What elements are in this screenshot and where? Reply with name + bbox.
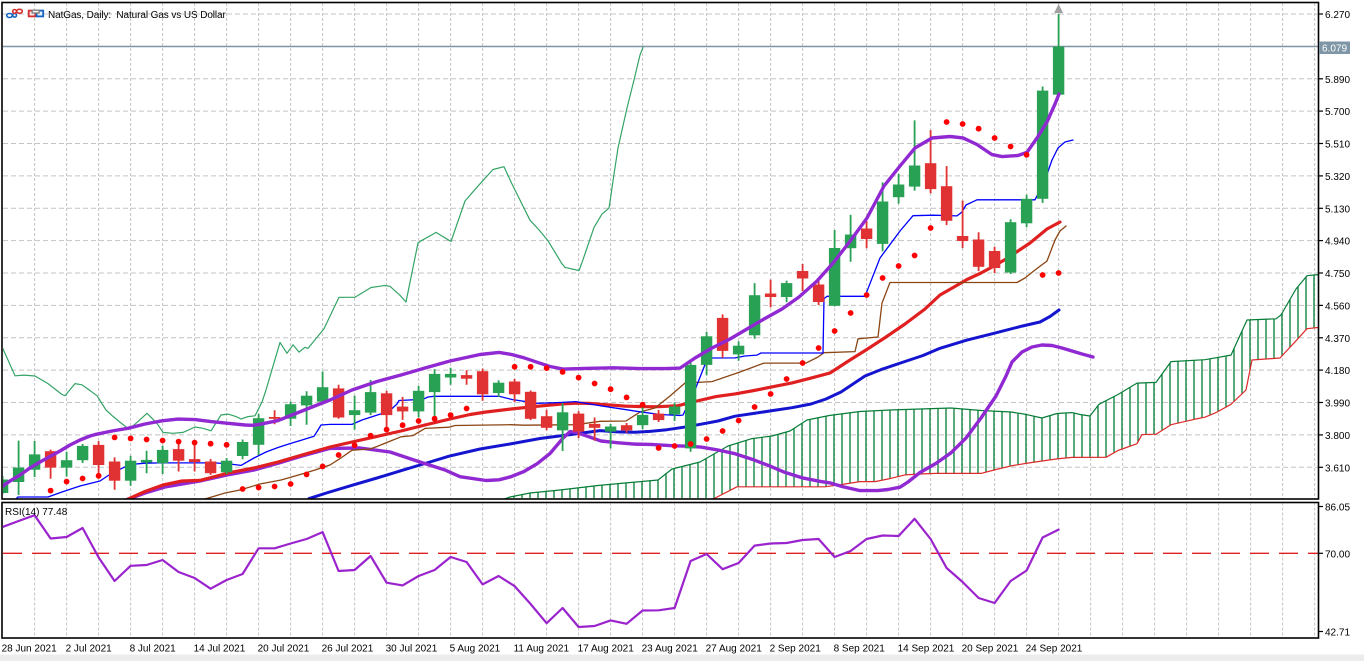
svg-text:6.079: 6.079 [1322,44,1347,55]
svg-text:3.990: 3.990 [1325,399,1350,410]
svg-text:24 Sep 2021: 24 Sep 2021 [1026,644,1083,655]
svg-text:14 Jul 2021: 14 Jul 2021 [194,644,246,655]
svg-text:4.560: 4.560 [1325,301,1350,312]
svg-text:14 Sep 2021: 14 Sep 2021 [898,644,955,655]
svg-text:5 Aug 2021: 5 Aug 2021 [450,644,501,655]
svg-text:28 Jun 2021: 28 Jun 2021 [2,644,57,655]
svg-text:6.270: 6.270 [1325,10,1350,21]
svg-text:20 Jul 2021: 20 Jul 2021 [258,644,310,655]
svg-text:5.320: 5.320 [1325,172,1350,183]
svg-text:17 Aug 2021: 17 Aug 2021 [578,644,635,655]
svg-text:4.940: 4.940 [1325,237,1350,248]
svg-text:4.370: 4.370 [1325,334,1350,345]
svg-text:NatGas, Daily: Natural Gas vs: NatGas, Daily: Natural Gas vs US Dollar [48,10,226,21]
svg-text:5.700: 5.700 [1325,107,1350,118]
svg-text:11 Aug 2021: 11 Aug 2021 [514,644,570,655]
svg-text:70.00: 70.00 [1325,549,1350,560]
svg-text:30 Jul 2021: 30 Jul 2021 [386,644,438,655]
svg-text:26 Jul 2021: 26 Jul 2021 [322,644,374,655]
svg-text:23 Aug 2021: 23 Aug 2021 [642,644,699,655]
svg-text:2 Jul 2021: 2 Jul 2021 [66,644,113,655]
svg-text:2 Sep 2021: 2 Sep 2021 [770,644,822,655]
svg-text:20 Sep 2021: 20 Sep 2021 [962,644,1019,655]
svg-text:3.800: 3.800 [1325,431,1350,442]
svg-text:4.180: 4.180 [1325,366,1350,377]
svg-text:5.130: 5.130 [1325,204,1350,215]
svg-text:5.890: 5.890 [1325,75,1350,86]
svg-text:42.71: 42.71 [1325,628,1350,639]
svg-text:27 Aug 2021: 27 Aug 2021 [706,644,763,655]
svg-text:8 Jul 2021: 8 Jul 2021 [130,644,177,655]
svg-text:4.750: 4.750 [1325,269,1350,280]
svg-text:5.510: 5.510 [1325,140,1350,151]
svg-text:3.610: 3.610 [1325,463,1350,474]
svg-text:86.05: 86.05 [1325,503,1350,514]
svg-text:8 Sep 2021: 8 Sep 2021 [834,644,886,655]
svg-text:RSI(14) 77.48: RSI(14) 77.48 [5,507,68,518]
